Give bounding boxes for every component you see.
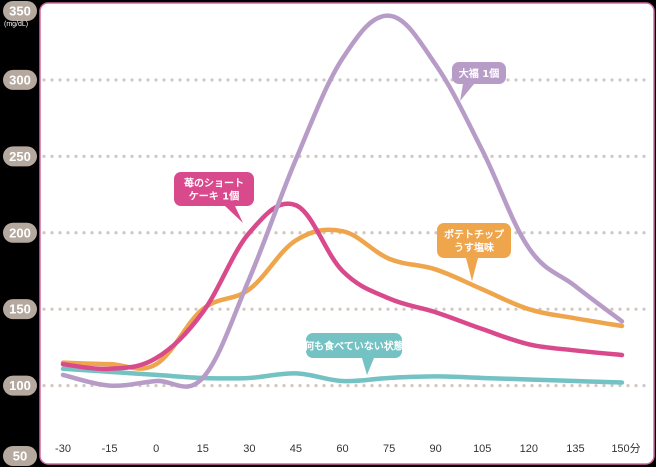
y-tick: 150 xyxy=(3,299,37,320)
y-tick-label: 350 xyxy=(9,4,31,19)
y-tick-pill xyxy=(3,146,37,167)
daifuku-callout: 大福 1個 xyxy=(452,62,506,101)
x-tick-label: 135 xyxy=(566,443,584,455)
y-tick-label: 250 xyxy=(9,149,31,164)
y-tick-pill xyxy=(3,222,37,243)
y-tick: 50 xyxy=(3,446,37,466)
x-tick-label: 45 xyxy=(290,443,302,455)
series-lines xyxy=(60,13,625,389)
x-tick-label: 150分 xyxy=(611,442,640,455)
y-tick-pill xyxy=(3,446,37,466)
callout-tail xyxy=(225,206,243,223)
callout-bubble xyxy=(306,333,402,358)
callout-bubble xyxy=(437,223,511,258)
x-tick-label: -30 xyxy=(55,443,71,455)
y-tick-label: 200 xyxy=(9,225,31,240)
x-tick-label: 75 xyxy=(383,443,395,455)
callout-bubble xyxy=(452,62,506,84)
callout-tail xyxy=(362,358,374,375)
x-tick-label: -15 xyxy=(102,443,118,455)
y-tick-label: 50 xyxy=(13,449,27,464)
callout-label: ケーキ 1個 xyxy=(189,190,239,203)
callout-label: 苺のショート xyxy=(184,177,244,190)
y-tick-pill xyxy=(3,375,37,396)
callout-label: うす塩味 xyxy=(454,241,494,254)
y-tick: 200 xyxy=(3,222,37,243)
callout-tail xyxy=(466,258,478,281)
callout-bubble xyxy=(174,172,254,206)
chips-line xyxy=(60,227,625,371)
y-tick-label: 300 xyxy=(9,72,31,87)
y-tick: 250 xyxy=(3,146,37,167)
y-tick-label: 100 xyxy=(9,378,31,393)
fasting-callout: 何も食べていない状態 xyxy=(304,333,404,375)
x-tick-label: 60 xyxy=(336,443,348,455)
x-axis: -30 -15 0 15 30 45 60 75 90 105 120 135 150分 xyxy=(55,442,641,455)
x-tick-label: 30 xyxy=(243,443,255,455)
y-tick: 350 xyxy=(3,1,37,21)
x-tick-label: 90 xyxy=(430,443,442,455)
y-tick-pill xyxy=(3,1,37,21)
x-tick-label: 15 xyxy=(197,443,209,455)
daifuku-line xyxy=(60,13,625,389)
cake-line xyxy=(60,201,625,372)
callout-tail xyxy=(460,84,474,101)
y-tick-pill xyxy=(3,299,37,320)
callout-label: 大福 1個 xyxy=(459,67,499,80)
y-unit-label: (mg/dL) xyxy=(4,21,28,28)
y-tick-pill xyxy=(3,69,37,90)
fasting-line xyxy=(60,366,625,385)
y-tick: 100 xyxy=(3,375,37,396)
x-tick-label: 105 xyxy=(473,443,491,455)
x-tick-label: 120 xyxy=(520,443,538,455)
y-axis: 50 100 150 200 250 300 350 xyxy=(3,1,37,466)
y-tick: 300 xyxy=(3,69,37,90)
callout-label: ポテトチップ xyxy=(444,228,505,241)
y-tick-label: 150 xyxy=(9,302,31,317)
x-tick-label: 0 xyxy=(153,443,159,455)
callout-label: 何も食べていない状態 xyxy=(304,340,404,353)
